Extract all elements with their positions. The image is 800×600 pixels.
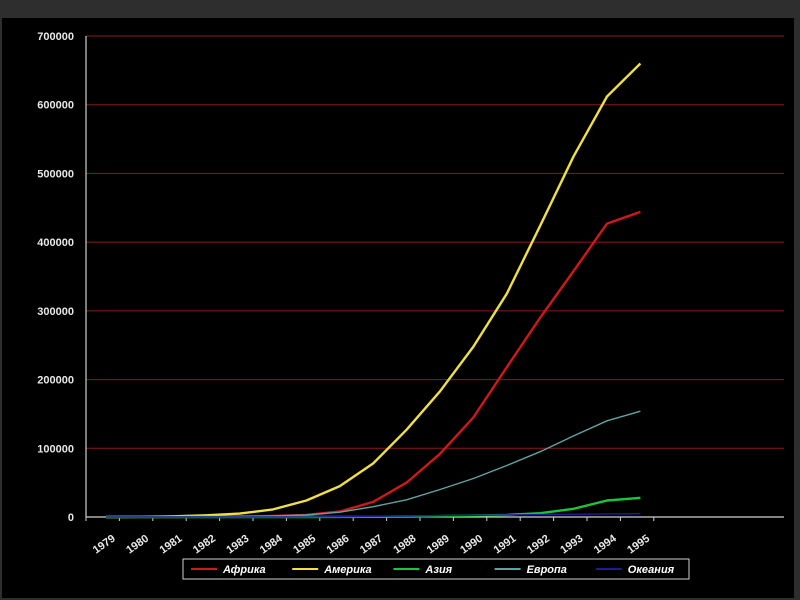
series-line [106, 512, 641, 518]
x-tick-label: 1979 [91, 533, 118, 557]
x-tick-label: 1994 [592, 532, 620, 556]
x-tick-label: 1981 [158, 533, 185, 557]
x-tick-label: 1984 [258, 532, 286, 556]
x-tick-label: 1995 [625, 533, 652, 557]
y-tick-label: 500000 [37, 168, 74, 180]
x-tick-label: 1991 [492, 533, 519, 557]
y-tick-label: 200000 [37, 375, 74, 387]
y-tick-label: 300000 [37, 306, 74, 318]
y-tick-label: 600000 [37, 100, 74, 112]
y-tick-labels: 0 100000 200000 300000 400000 500000 600000 700… [37, 31, 74, 524]
legend-label: Африка [222, 564, 266, 576]
x-tick-label: 1992 [525, 533, 552, 557]
y-tick-label: 100000 [37, 443, 74, 455]
x-tick-label: 1988 [391, 533, 418, 557]
y-tick-label: 0 [68, 512, 74, 524]
series-lines [105, 62, 642, 519]
y-tick-label: 400000 [37, 237, 74, 249]
legend-box [182, 558, 690, 580]
line-chart: 0 100000 200000 300000 400000 500000 600000 700… [37, 31, 784, 580]
series-line [105, 62, 642, 519]
gridlines [86, 35, 784, 449]
x-tick-label: 1986 [325, 533, 352, 557]
x-tick-label: 1993 [558, 533, 585, 557]
legend-label: Азия [424, 564, 452, 576]
x-tick-label: 1987 [358, 533, 385, 557]
x-tick-label: 1983 [224, 533, 251, 557]
x-tick-label: 1990 [458, 533, 485, 557]
chart-slide: 0 100000 200000 300000 400000 500000 600000 700… [2, 18, 794, 598]
legend: Африка Америка Азия Европа Океания [182, 558, 690, 580]
x-tick-label: 1980 [124, 533, 151, 557]
legend-label: Европа [527, 564, 567, 576]
series-line [106, 210, 641, 519]
x-tick-label: 1989 [425, 533, 452, 557]
legend-label: Америка [323, 564, 371, 576]
x-tick-labels: 1979 1980 1981 1982 1983 1984 1985 1986 1987 1988… [91, 532, 652, 556]
y-tick-label: 700000 [37, 31, 74, 43]
legend-label: Океания [628, 564, 675, 576]
x-tick-label: 1982 [191, 533, 218, 557]
x-tick-label: 1985 [291, 533, 318, 557]
